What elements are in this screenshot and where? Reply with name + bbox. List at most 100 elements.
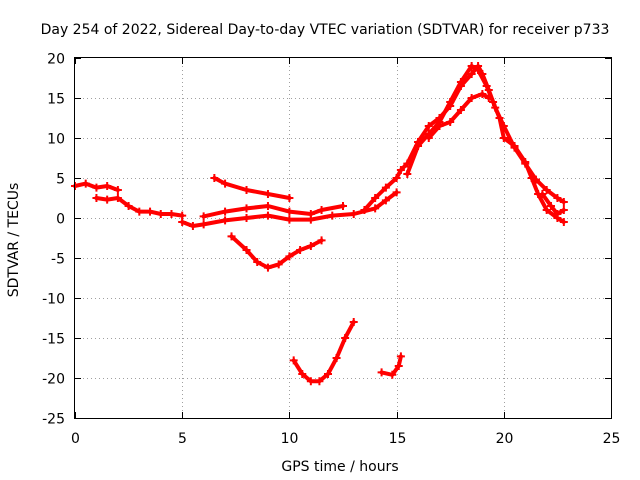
y-tick-label: -15 [42,332,65,348]
data-point [199,212,208,221]
data-series [71,62,568,386]
data-point [332,354,341,362]
y-tick-label: 5 [56,172,65,188]
data-point [349,318,358,326]
data-point [317,236,326,245]
y-tick-label: 10 [47,132,65,148]
data-point [221,216,230,225]
data-point [403,170,412,178]
x-tick-label: 5 [178,431,187,447]
data-point [188,222,197,230]
data-point [542,206,551,214]
chart-title: Day 254 of 2022, Sidereal Day-to-day VTE… [41,22,610,38]
data-point [456,106,465,114]
data-point [167,210,176,218]
series-arc-12 [540,192,566,216]
series-arc-6 [229,234,324,270]
data-point [377,368,386,377]
data-point [306,242,315,250]
data-point [474,66,483,74]
data-point [546,202,555,210]
y-axis-label: SDTVAR / TECUs [6,183,22,298]
data-point [289,356,298,365]
data-point [178,218,187,226]
series-arc-8 [379,354,403,377]
data-point [394,362,403,370]
data-point [527,174,536,182]
data-point [538,190,547,198]
data-point [285,207,294,216]
x-tick-label: 20 [496,431,514,447]
data-point [482,82,491,90]
data-point [328,211,337,220]
data-point [553,194,562,202]
data-point [435,122,444,130]
plot-frame [74,57,612,419]
data-point [456,78,465,86]
data-point [210,174,219,182]
data-point [242,186,251,194]
data-point [306,210,315,218]
data-point [135,207,144,216]
data-point [478,90,487,98]
data-point [146,207,155,216]
data-point [339,202,347,210]
y-tick-label: 20 [47,52,65,68]
data-point [263,211,272,220]
data-point [306,377,315,386]
x-tick-label: 10 [281,431,299,447]
data-point [242,204,251,213]
y-tick-label: -25 [42,412,65,428]
data-point [221,207,230,216]
data-point [323,370,332,378]
data-point [489,98,498,106]
data-point [467,94,476,102]
data-point [92,183,101,192]
data-point [263,263,272,272]
data-point [124,202,133,210]
data-point [424,134,433,142]
data-point [381,183,390,192]
data-point [285,252,294,261]
data-point [103,182,112,190]
data-point [559,198,568,206]
data-point [81,179,90,188]
data-point [553,210,562,218]
x-axis-ticks: 0 5 10 15 20 25 [71,58,620,447]
data-point [156,210,165,218]
grid [75,58,611,418]
data-point [446,118,455,126]
data-point [221,179,230,188]
data-point [317,206,326,214]
data-point [371,204,380,213]
data-point [396,352,405,361]
x-tick-label: 15 [389,431,407,447]
data-point [396,166,405,174]
data-point [315,377,324,386]
data-point [388,370,397,379]
data-point [521,158,530,166]
data-point [392,188,401,197]
data-point [371,194,380,202]
data-point [424,122,433,130]
data-point [263,202,272,210]
series-arc-7 [291,320,356,384]
y-tick-label: 0 [56,212,65,228]
data-point [92,194,101,202]
data-point [484,94,493,102]
data-point [263,190,272,198]
data-point [467,62,476,70]
y-tick-label: 15 [47,92,65,108]
data-point [381,196,390,205]
data-point [242,214,251,222]
data-point [360,206,369,214]
data-point [199,220,208,229]
data-point [296,246,305,254]
data-point [392,174,401,182]
data-point [467,70,476,78]
data-point [499,134,508,142]
x-axis-label: GPS time / hours [281,459,398,475]
data-point [446,98,455,106]
data-point [274,260,283,269]
